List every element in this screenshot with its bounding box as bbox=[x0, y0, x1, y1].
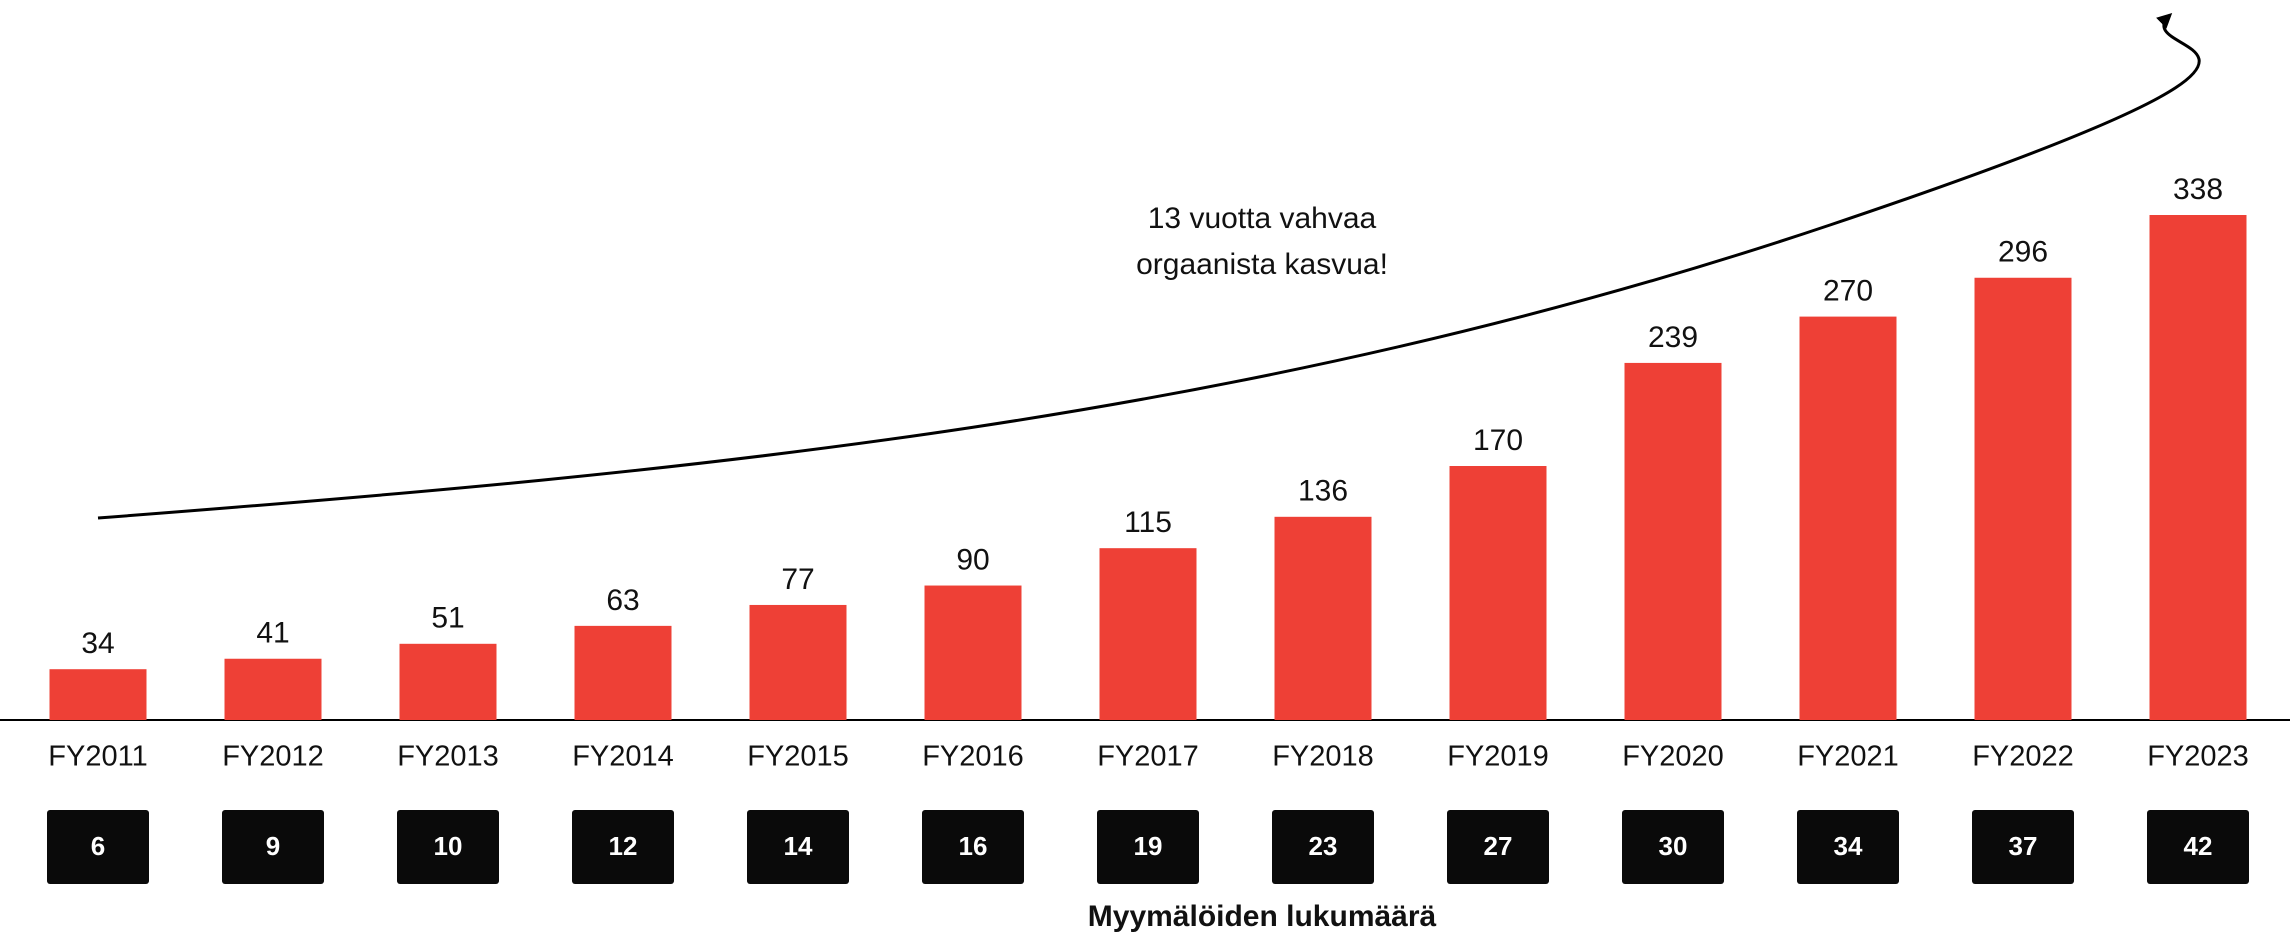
x-tick-label: FY2014 bbox=[572, 741, 674, 773]
x-tick-label: FY2016 bbox=[922, 741, 1024, 773]
x-tick-label: FY2012 bbox=[222, 741, 324, 773]
x-tick-label: FY2021 bbox=[1797, 741, 1899, 773]
value-label: 34 bbox=[81, 627, 114, 660]
x-tick-label: FY2018 bbox=[1272, 741, 1374, 773]
bar bbox=[2149, 215, 2247, 720]
bar bbox=[1449, 466, 1547, 720]
value-label: 338 bbox=[2173, 173, 2223, 206]
bar bbox=[574, 625, 672, 720]
x-tick-label: FY2015 bbox=[747, 741, 849, 773]
value-label: 170 bbox=[1473, 424, 1523, 457]
store-count: 16 bbox=[959, 831, 988, 861]
store-count: 6 bbox=[91, 831, 105, 861]
store-count-box bbox=[1797, 810, 1899, 884]
value-label: 136 bbox=[1298, 475, 1348, 508]
x-tick-label: FY2013 bbox=[397, 741, 499, 773]
bar bbox=[49, 669, 147, 720]
growth-arrow bbox=[97, 12, 2201, 520]
value-label: 90 bbox=[956, 543, 989, 576]
bar bbox=[1974, 277, 2072, 720]
store-count: 19 bbox=[1134, 831, 1163, 861]
value-label: 41 bbox=[256, 617, 289, 650]
store-count-box bbox=[397, 810, 499, 884]
store-count: 27 bbox=[1484, 831, 1513, 861]
store-count-box bbox=[47, 810, 149, 884]
store-count-box bbox=[222, 810, 324, 884]
x-tick-label: FY2020 bbox=[1622, 741, 1724, 773]
value-label: 115 bbox=[1124, 506, 1172, 539]
bar bbox=[1099, 548, 1197, 720]
x-tick-label: FY2017 bbox=[1097, 741, 1199, 773]
value-label: 77 bbox=[781, 563, 814, 596]
annotation: orgaanista kasvua! bbox=[1136, 248, 1388, 281]
store-count: 9 bbox=[266, 831, 280, 861]
value-label: 63 bbox=[606, 584, 639, 617]
store-count-box bbox=[572, 810, 674, 884]
value-label: 51 bbox=[431, 602, 464, 635]
store-count-label: Myymälöiden lukumäärä bbox=[1088, 900, 1437, 933]
store-count-box bbox=[1622, 810, 1724, 884]
bar bbox=[224, 658, 322, 720]
store-count: 12 bbox=[609, 831, 638, 861]
store-count: 30 bbox=[1659, 831, 1688, 861]
store-count: 34 bbox=[1834, 831, 1863, 861]
annotation: 13 vuotta vahvaa bbox=[1148, 202, 1377, 235]
store-count: 37 bbox=[2009, 831, 2038, 861]
store-count-box bbox=[1097, 810, 1199, 884]
x-tick-label: FY2019 bbox=[1447, 741, 1549, 773]
store-count: 23 bbox=[1309, 831, 1338, 861]
store-count-box bbox=[747, 810, 849, 884]
store-count-box bbox=[1447, 810, 1549, 884]
bar bbox=[1799, 316, 1897, 720]
bar bbox=[1274, 516, 1372, 720]
x-tick-label: FY2022 bbox=[1972, 741, 2074, 773]
store-count: 14 bbox=[784, 831, 813, 861]
bar bbox=[399, 643, 497, 720]
store-count: 10 bbox=[434, 831, 463, 861]
bar bbox=[749, 604, 847, 720]
value-label: 296 bbox=[1998, 236, 2048, 269]
value-label: 239 bbox=[1648, 321, 1698, 354]
x-tick-label: FY2023 bbox=[2147, 741, 2249, 773]
store-count-box bbox=[1272, 810, 1374, 884]
store-count-box bbox=[2147, 810, 2249, 884]
store-count: 42 bbox=[2184, 831, 2213, 861]
store-count-box bbox=[1972, 810, 2074, 884]
store-count-box bbox=[922, 810, 1024, 884]
value-label: 270 bbox=[1823, 275, 1873, 308]
x-tick-label: FY2011 bbox=[48, 741, 147, 773]
bar bbox=[924, 585, 1022, 720]
bar bbox=[1624, 362, 1722, 720]
